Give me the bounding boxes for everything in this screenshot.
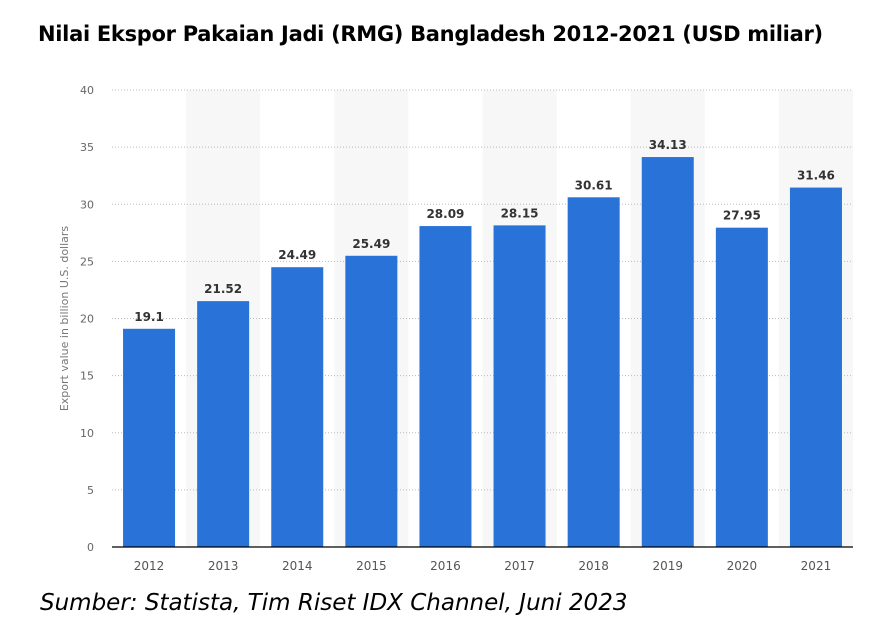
data-label: 27.95 xyxy=(723,209,761,223)
bar xyxy=(197,301,250,547)
y-tick-label: 15 xyxy=(80,370,94,383)
source-note: Sumber: Statista, Tim Riset IDX Channel,… xyxy=(40,590,628,616)
y-tick-label: 40 xyxy=(80,84,94,97)
x-tick-label: 2013 xyxy=(208,559,239,573)
y-tick-label: 10 xyxy=(80,427,94,440)
bar xyxy=(419,226,472,547)
y-tick-label: 20 xyxy=(80,313,94,326)
data-label: 31.46 xyxy=(797,169,835,183)
y-tick-label: 25 xyxy=(80,255,94,268)
bar xyxy=(345,255,398,548)
bar xyxy=(493,225,546,548)
y-tick-label: 5 xyxy=(87,484,94,497)
y-axis-label: Export value in billion U.S. dollars xyxy=(58,226,71,412)
x-tick-label: 2014 xyxy=(282,559,313,573)
data-label: 34.13 xyxy=(649,138,687,152)
y-tick-label: 30 xyxy=(80,198,94,211)
bar xyxy=(641,157,694,547)
bar xyxy=(123,328,176,547)
y-tick-label: 35 xyxy=(80,141,94,154)
x-tick-label: 2021 xyxy=(801,559,832,573)
bar xyxy=(567,197,620,547)
x-tick-label: 2015 xyxy=(356,559,387,573)
x-tick-label: 2019 xyxy=(652,559,683,573)
x-tick-label: 2016 xyxy=(430,559,461,573)
data-label: 30.61 xyxy=(575,178,613,192)
x-tick-label: 2020 xyxy=(727,559,758,573)
bar xyxy=(715,227,768,547)
data-label: 24.49 xyxy=(278,248,316,262)
x-tick-label: 2018 xyxy=(578,559,609,573)
data-label: 28.15 xyxy=(501,206,539,220)
y-tick-label: 0 xyxy=(87,541,94,554)
bar xyxy=(789,187,842,547)
data-label: 28.09 xyxy=(426,207,464,221)
data-label: 25.49 xyxy=(352,237,390,251)
data-label: 19.1 xyxy=(134,310,164,324)
x-tick-label: 2012 xyxy=(134,559,165,573)
x-tick-label: 2017 xyxy=(504,559,535,573)
chart-title: Nilai Ekspor Pakaian Jadi (RMG) Banglade… xyxy=(38,22,823,46)
data-label: 21.52 xyxy=(204,282,242,296)
bar xyxy=(271,267,324,547)
